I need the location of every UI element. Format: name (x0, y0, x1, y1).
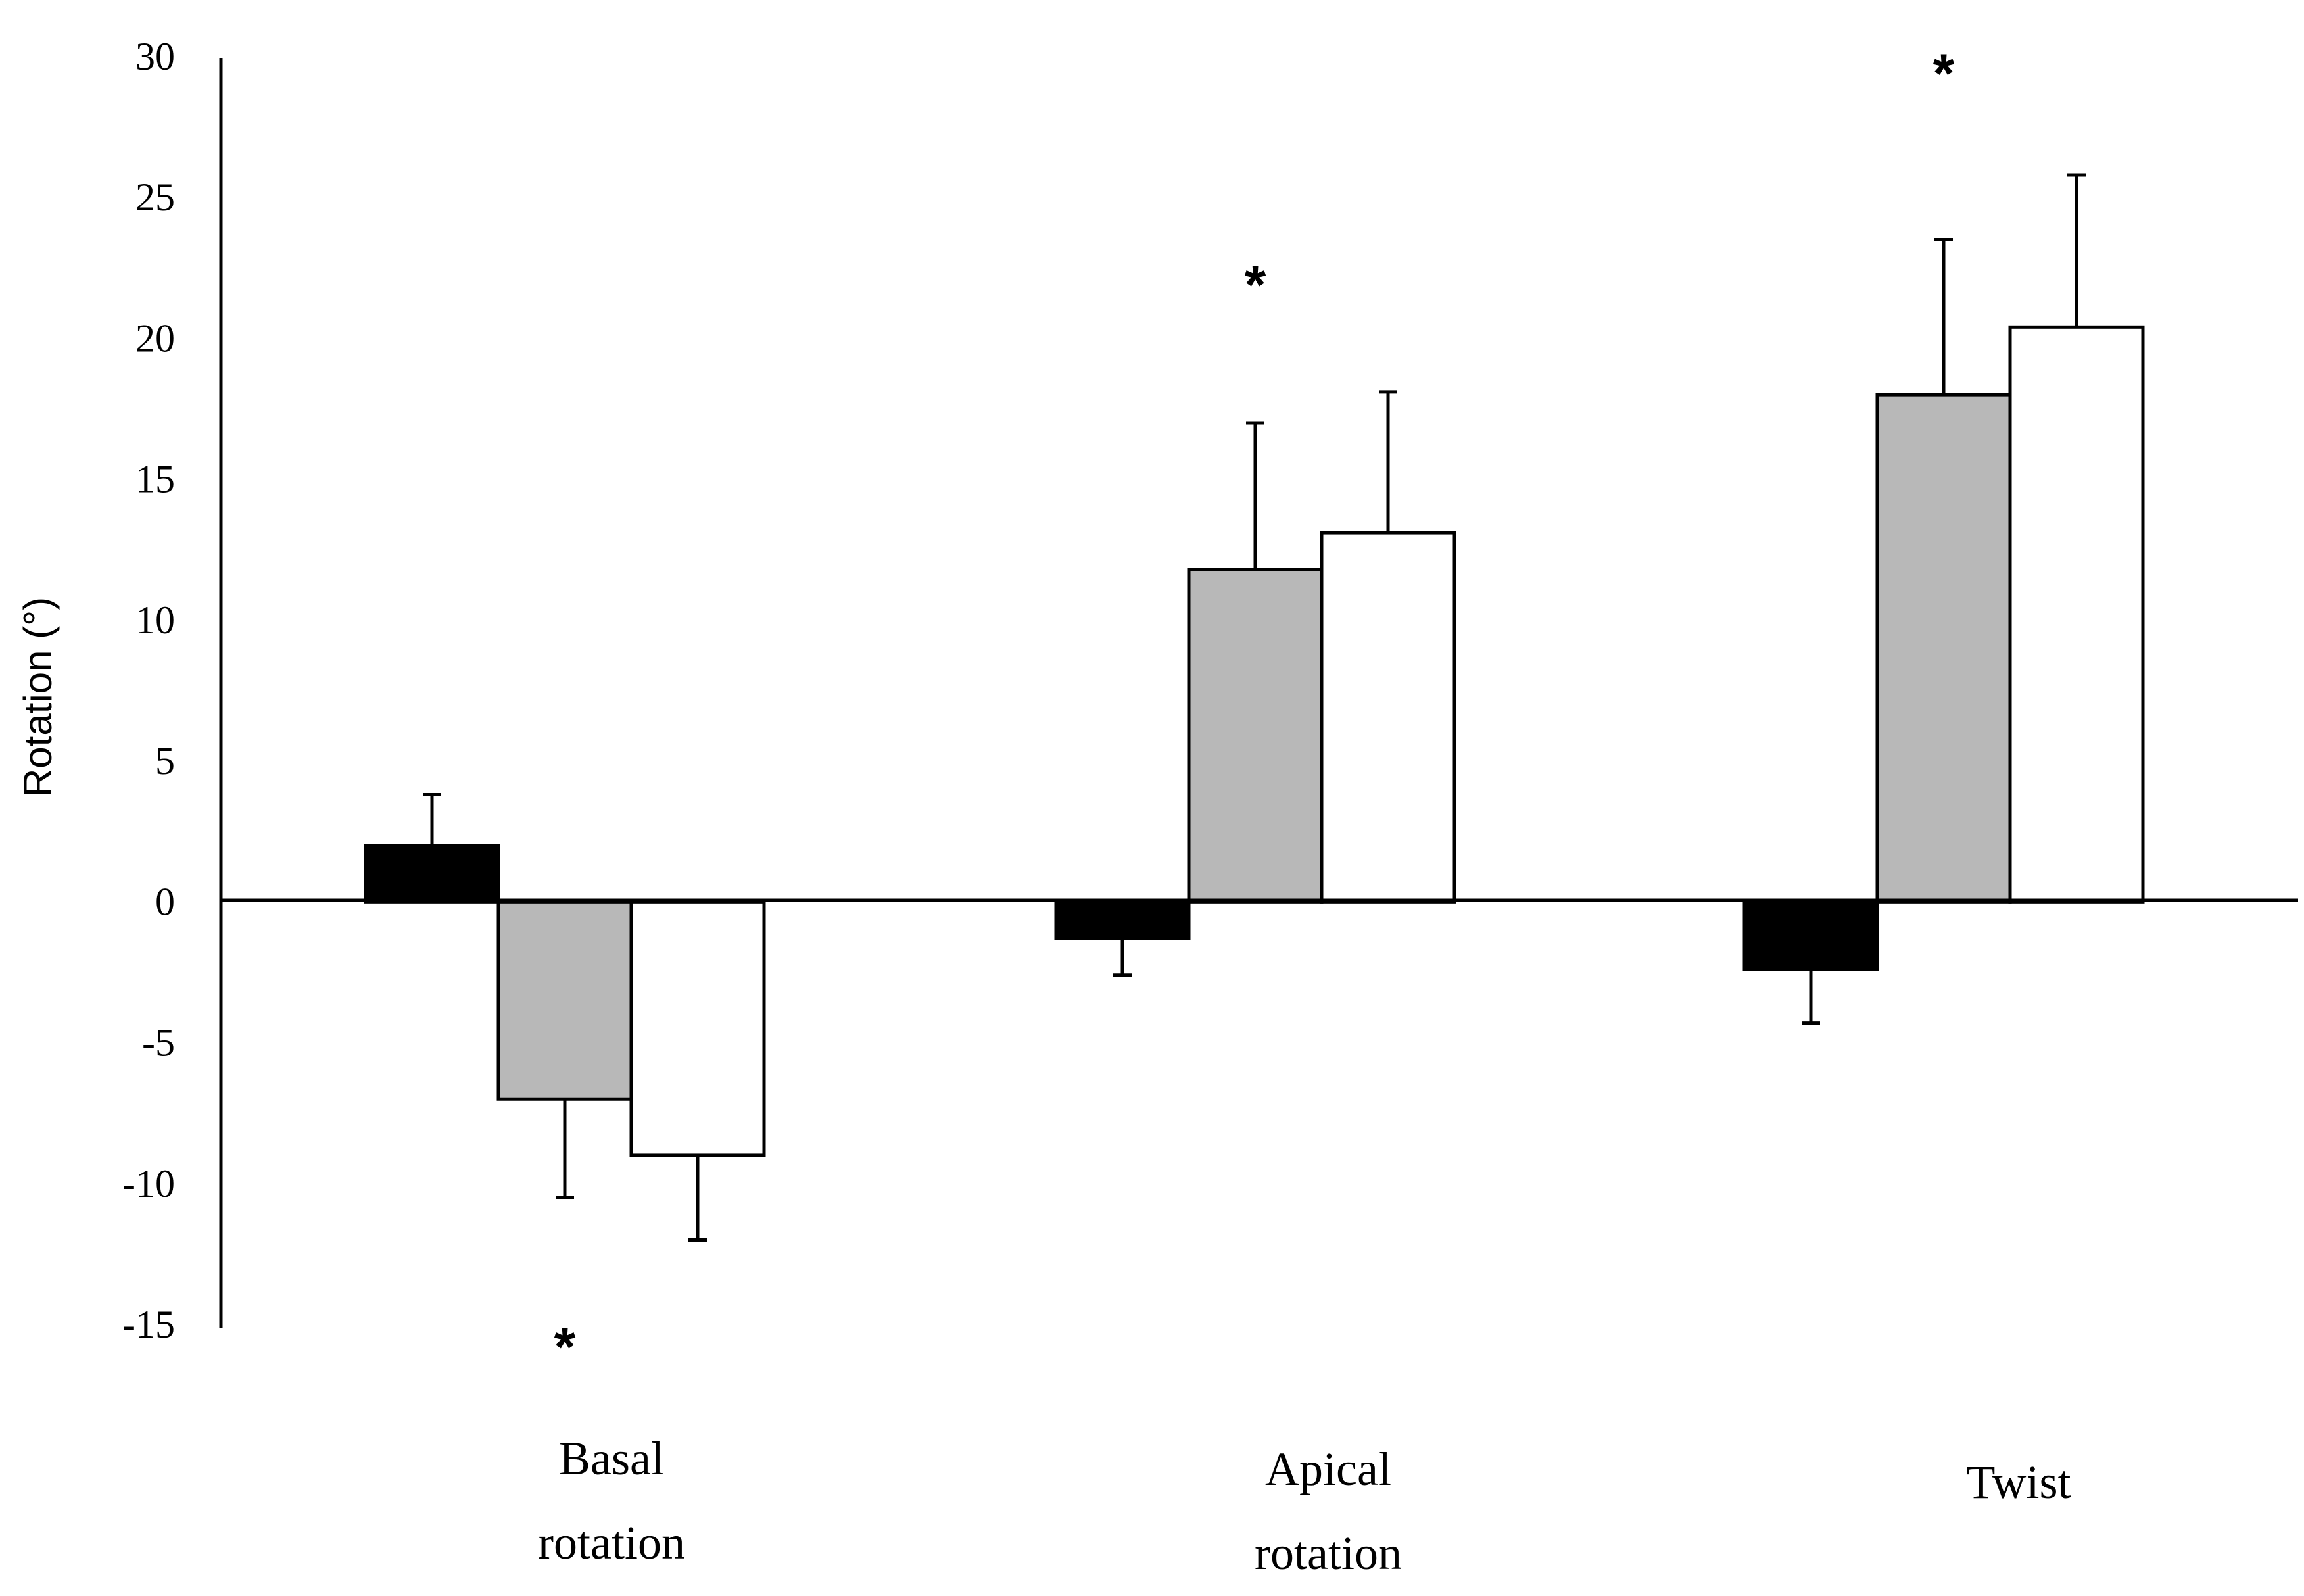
bar (1054, 900, 1191, 940)
y-tick-label: 30 (135, 35, 175, 78)
category-labels: Basal rotation Apical rotation Twist (538, 1432, 2071, 1580)
x-category-label: Basal (559, 1432, 664, 1485)
bar (1742, 900, 1879, 971)
y-tick-label: 0 (155, 880, 175, 923)
y-tick-label: 15 (135, 458, 175, 501)
significance-asterisk: * (554, 1316, 576, 1378)
error-bars (423, 173, 2086, 1242)
bar (2008, 325, 2145, 904)
bar (629, 900, 766, 1157)
y-tick-label: -10 (122, 1162, 175, 1205)
y-tick-label: 20 (135, 316, 175, 360)
significance-asterisk: * (1245, 254, 1266, 316)
y-tick-labels: 30 25 20 15 10 5 0 -5 -10 -15 (122, 35, 175, 1346)
y-tick-label: 10 (135, 598, 175, 642)
x-category-label: Twist (1967, 1456, 2071, 1509)
bars (364, 325, 2145, 1157)
significance-asterisk: * (1933, 43, 1955, 105)
bar (496, 900, 633, 1101)
x-category-label: Apical (1265, 1443, 1391, 1495)
y-tick-label: -15 (122, 1303, 175, 1346)
y-tick-label: -5 (142, 1021, 175, 1065)
x-category-label: rotation (538, 1516, 685, 1569)
bar (1320, 531, 1456, 904)
bar (1875, 393, 2012, 904)
y-tick-label: 5 (155, 739, 175, 783)
x-category-label: rotation (1255, 1527, 1402, 1580)
bar (364, 844, 500, 904)
y-tick-label: 25 (135, 176, 175, 219)
bar (1187, 568, 1324, 904)
significance-marks: * * * (554, 43, 1955, 1378)
y-axis-label: Rotation (°) (16, 597, 60, 797)
